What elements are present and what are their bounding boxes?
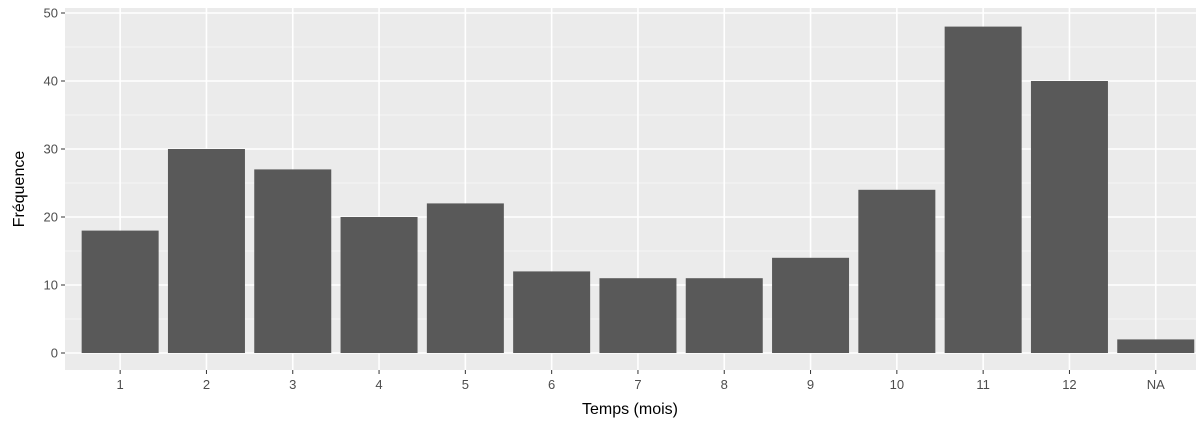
y-axis-title: Fréquence <box>11 151 28 228</box>
y-tick-label: 20 <box>44 210 58 225</box>
bar <box>513 271 591 353</box>
x-tick-label: 10 <box>890 377 904 392</box>
y-tick-label: 50 <box>44 6 58 21</box>
y-tick-label: 10 <box>44 278 58 293</box>
y-tick-label: 30 <box>44 142 58 157</box>
bar <box>1030 81 1108 353</box>
bar <box>599 278 677 353</box>
x-tick-label: 7 <box>634 377 641 392</box>
x-tick-label: 9 <box>807 377 814 392</box>
bar <box>858 189 936 353</box>
x-axis: 1 2 3 4 5 6 7 8 9 10 11 12 NA <box>117 370 1165 392</box>
bar <box>772 257 850 353</box>
bar <box>254 169 332 353</box>
x-tick-label: 12 <box>1062 377 1076 392</box>
x-tick-label: 4 <box>375 377 382 392</box>
bar <box>81 230 159 353</box>
bars <box>81 26 1195 353</box>
x-tick-label: 2 <box>203 377 210 392</box>
x-tick-label: 6 <box>548 377 555 392</box>
bar <box>340 217 418 353</box>
y-tick-label: 40 <box>44 74 58 89</box>
bar <box>944 26 1022 353</box>
x-axis-title: Temps (mois) <box>582 401 678 418</box>
y-axis: 0 10 20 30 40 50 <box>44 6 65 361</box>
bar <box>1117 339 1195 353</box>
x-tick-label: NA <box>1147 377 1165 392</box>
x-tick-label: 3 <box>289 377 296 392</box>
bar <box>685 278 763 353</box>
bar <box>167 149 245 353</box>
x-tick-label: 11 <box>976 377 990 392</box>
bar <box>426 203 504 353</box>
y-tick-label: 0 <box>51 346 58 361</box>
x-tick-label: 8 <box>721 377 728 392</box>
x-tick-label: 5 <box>462 377 469 392</box>
x-tick-label: 1 <box>117 377 124 392</box>
